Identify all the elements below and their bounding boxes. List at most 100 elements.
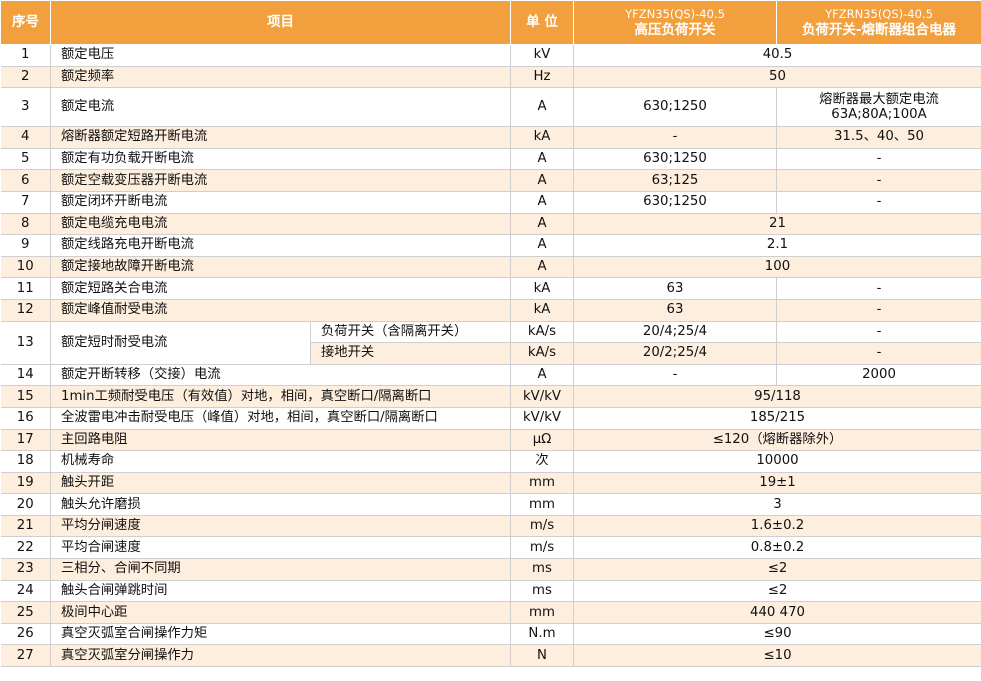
table-row: 9 额定线路充电开断电流 A 2.1	[0, 234, 981, 257]
row-value-switch: 630;1250	[573, 148, 777, 171]
row-number: 2	[0, 66, 51, 89]
row-number: 7	[0, 191, 51, 214]
table-row: 8 额定电缆充电电流 A 21	[0, 213, 981, 236]
row-value-combo: -	[776, 299, 981, 322]
row-unit: μΩ	[510, 429, 574, 452]
row-value: 21	[573, 213, 981, 236]
row-value: 40.5	[573, 44, 981, 67]
row-value-combo: -	[776, 148, 981, 171]
row-unit: kA	[510, 299, 574, 322]
row-number: 3	[0, 87, 51, 128]
header-item: 项目	[50, 0, 511, 45]
table-row: 4 熔断器额定短路开断电流 kA - 31.5、40、50	[0, 126, 981, 149]
row-item: 额定短路关合电流	[50, 277, 511, 300]
row-item: 真空灭弧室合闸操作力矩	[50, 623, 511, 646]
row-value-combo: -	[776, 191, 981, 214]
row-value: 3	[573, 493, 981, 516]
row-number: 11	[0, 277, 51, 300]
row-value-combo: -	[776, 342, 981, 365]
row-unit: kV/kV	[510, 385, 574, 408]
row-value: 1.6±0.2	[573, 515, 981, 538]
row-item: 额定接地故障开断电流	[50, 256, 511, 279]
row-item: 平均分闸速度	[50, 515, 511, 538]
row-number: 21	[0, 515, 51, 538]
row-item: 极间中心距	[50, 601, 511, 624]
row-number: 19	[0, 472, 51, 495]
row-number: 10	[0, 256, 51, 279]
row-unit: mm	[510, 601, 574, 624]
table-row: 11 额定短路关合电流 kA 63 -	[0, 277, 981, 300]
row-item: 1min工频耐受电压（有效值）对地，相间，真空断口/隔离断口	[50, 385, 511, 408]
row-number: 18	[0, 450, 51, 473]
row-value: 19±1	[573, 472, 981, 495]
row-number: 24	[0, 580, 51, 603]
row-unit: N.m	[510, 623, 574, 646]
row-value-switch: 20/2;25/4	[573, 342, 777, 365]
row-item: 额定峰值耐受电流	[50, 299, 511, 322]
row-number: 25	[0, 601, 51, 624]
table-row: 7 额定闭环开断电流 A 630;1250 -	[0, 191, 981, 214]
row-value: 100	[573, 256, 981, 279]
table-row: 14 额定开断转移（交接）电流 A - 2000	[0, 364, 981, 387]
row-item: 触头合闸弹跳时间	[50, 580, 511, 603]
row-number: 9	[0, 234, 51, 257]
row-number: 14	[0, 364, 51, 387]
header-unit: 单 位	[510, 0, 574, 45]
table-row: 21 平均分闸速度 m/s 1.6±0.2	[0, 515, 981, 538]
table-row: 5 额定有功负载开断电流 A 630;1250 -	[0, 148, 981, 171]
row-number: 13	[0, 321, 51, 365]
row-unit: kA	[510, 126, 574, 149]
row-unit: 次	[510, 450, 574, 473]
row-item: 全波雷电冲击耐受电压（峰值）对地，相间，真空断口/隔离断口	[50, 407, 511, 430]
row-subitem: 接地开关	[310, 342, 511, 365]
row-value-combo: -	[776, 169, 981, 192]
row-unit: ms	[510, 558, 574, 581]
row-item: 额定短时耐受电流	[50, 321, 311, 365]
row-value: 185/215	[573, 407, 981, 430]
row-item: 平均合闸速度	[50, 536, 511, 560]
row-value-combo: -	[776, 321, 981, 344]
row-unit: kA/s	[510, 342, 574, 365]
row-number: 8	[0, 213, 51, 236]
row-number: 22	[0, 536, 51, 560]
row-value-switch: 63	[573, 299, 777, 322]
row-value-switch: 630;1250	[573, 191, 777, 214]
row-number: 27	[0, 644, 51, 668]
row-unit: mm	[510, 472, 574, 495]
row-value: 440 470	[573, 601, 981, 624]
table-row: 22 平均合闸速度 m/s 0.8±0.2	[0, 536, 981, 560]
row-value: 95/118	[573, 385, 981, 408]
row-item: 机械寿命	[50, 450, 511, 473]
row-item: 额定有功负载开断电流	[50, 148, 511, 171]
table-row: 18 机械寿命 次 10000	[0, 450, 981, 473]
table-row: 接地开关 kA/s 20/2;25/4 -	[1, 342, 981, 365]
row-value-combo: 2000	[776, 364, 981, 387]
row-number: 12	[0, 299, 51, 322]
row-value: ≤2	[573, 580, 981, 603]
row-value-switch: -	[573, 126, 777, 149]
table-row: 20 触头允许磨损 mm 3	[0, 493, 981, 516]
row-unit: m/s	[510, 536, 574, 560]
table-row: 15 1min工频耐受电压（有效值）对地，相间，真空断口/隔离断口 kV/kV …	[0, 385, 981, 408]
row-number: 16	[0, 407, 51, 430]
row-number: 1	[0, 44, 51, 67]
row-value-switch: 63;125	[573, 169, 777, 192]
table-row: 25 极间中心距 mm 440 470	[0, 601, 981, 624]
table-row: 6 额定空载变压器开断电流 A 63;125 -	[0, 169, 981, 192]
header-col1-name: 高压负荷开关	[634, 21, 716, 38]
row-value: 0.8±0.2	[573, 536, 981, 560]
row-item: 额定电流	[50, 87, 511, 128]
table-row: 26 真空灭弧室合闸操作力矩 N.m ≤90	[0, 623, 981, 646]
header-no: 序号	[0, 0, 51, 45]
row-value-combo: -	[776, 277, 981, 300]
table-row: 24 触头合闸弹跳时间 ms ≤2	[0, 580, 981, 603]
row-unit: ms	[510, 580, 574, 603]
row-unit: N	[510, 644, 574, 668]
row-unit: kV	[510, 44, 574, 67]
table-row: 13 额定短时耐受电流 负荷开关（含隔离开关） kA/s 20/4;25/4 -	[0, 321, 981, 365]
row-item: 熔断器额定短路开断电流	[50, 126, 511, 149]
row-item: 额定开断转移（交接）电流	[50, 364, 511, 387]
table-row: 16 全波雷电冲击耐受电压（峰值）对地，相间，真空断口/隔离断口 kV/kV 1…	[0, 407, 981, 430]
row-item: 触头开距	[50, 472, 511, 495]
